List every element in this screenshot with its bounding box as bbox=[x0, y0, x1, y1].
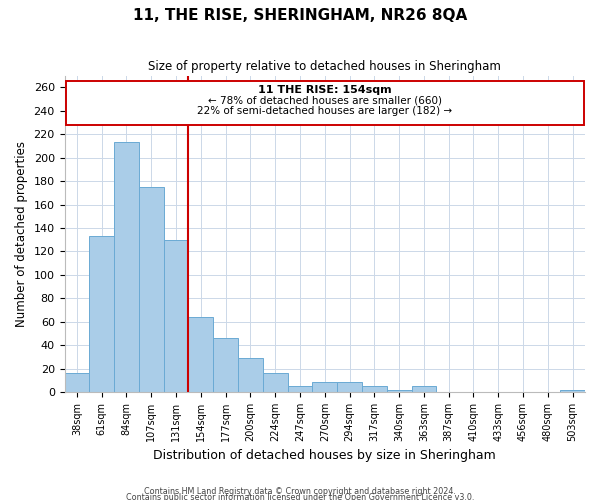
Bar bbox=[188, 317, 213, 392]
Bar bbox=[387, 390, 412, 392]
Bar bbox=[313, 382, 337, 392]
Bar bbox=[139, 187, 164, 392]
Bar bbox=[263, 374, 287, 392]
Text: 22% of semi-detached houses are larger (182) →: 22% of semi-detached houses are larger (… bbox=[197, 106, 452, 116]
X-axis label: Distribution of detached houses by size in Sheringham: Distribution of detached houses by size … bbox=[154, 450, 496, 462]
Bar bbox=[412, 386, 436, 392]
Bar bbox=[287, 386, 313, 392]
Bar bbox=[213, 338, 238, 392]
Title: Size of property relative to detached houses in Sheringham: Size of property relative to detached ho… bbox=[148, 60, 501, 73]
Y-axis label: Number of detached properties: Number of detached properties bbox=[15, 141, 28, 327]
Text: 11, THE RISE, SHERINGHAM, NR26 8QA: 11, THE RISE, SHERINGHAM, NR26 8QA bbox=[133, 8, 467, 22]
Bar bbox=[89, 236, 114, 392]
Text: ← 78% of detached houses are smaller (660): ← 78% of detached houses are smaller (66… bbox=[208, 95, 442, 105]
Bar bbox=[337, 382, 362, 392]
FancyBboxPatch shape bbox=[66, 82, 584, 125]
Bar bbox=[65, 374, 89, 392]
Bar bbox=[114, 142, 139, 392]
Bar bbox=[362, 386, 387, 392]
Text: Contains public sector information licensed under the Open Government Licence v3: Contains public sector information licen… bbox=[126, 492, 474, 500]
Text: Contains HM Land Registry data © Crown copyright and database right 2024.: Contains HM Land Registry data © Crown c… bbox=[144, 487, 456, 496]
Text: 11 THE RISE: 154sqm: 11 THE RISE: 154sqm bbox=[258, 84, 392, 94]
Bar bbox=[238, 358, 263, 392]
Bar bbox=[560, 390, 585, 392]
Bar bbox=[164, 240, 188, 392]
